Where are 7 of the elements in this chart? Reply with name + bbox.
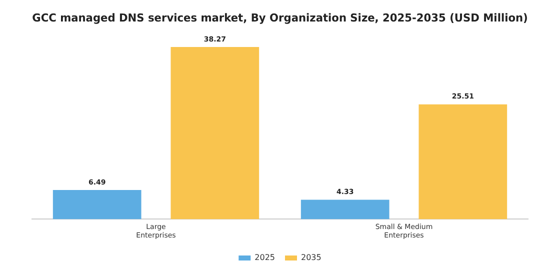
bar — [52, 190, 142, 220]
legend-label: 2035 — [301, 253, 322, 262]
legend-label: 2025 — [254, 253, 275, 262]
bar — [170, 46, 260, 220]
chart-title: GCC managed DNS services market, By Organization Size, 2025-2035 (USD Million) — [32, 11, 528, 25]
bar — [300, 200, 390, 220]
bar — [418, 104, 508, 220]
